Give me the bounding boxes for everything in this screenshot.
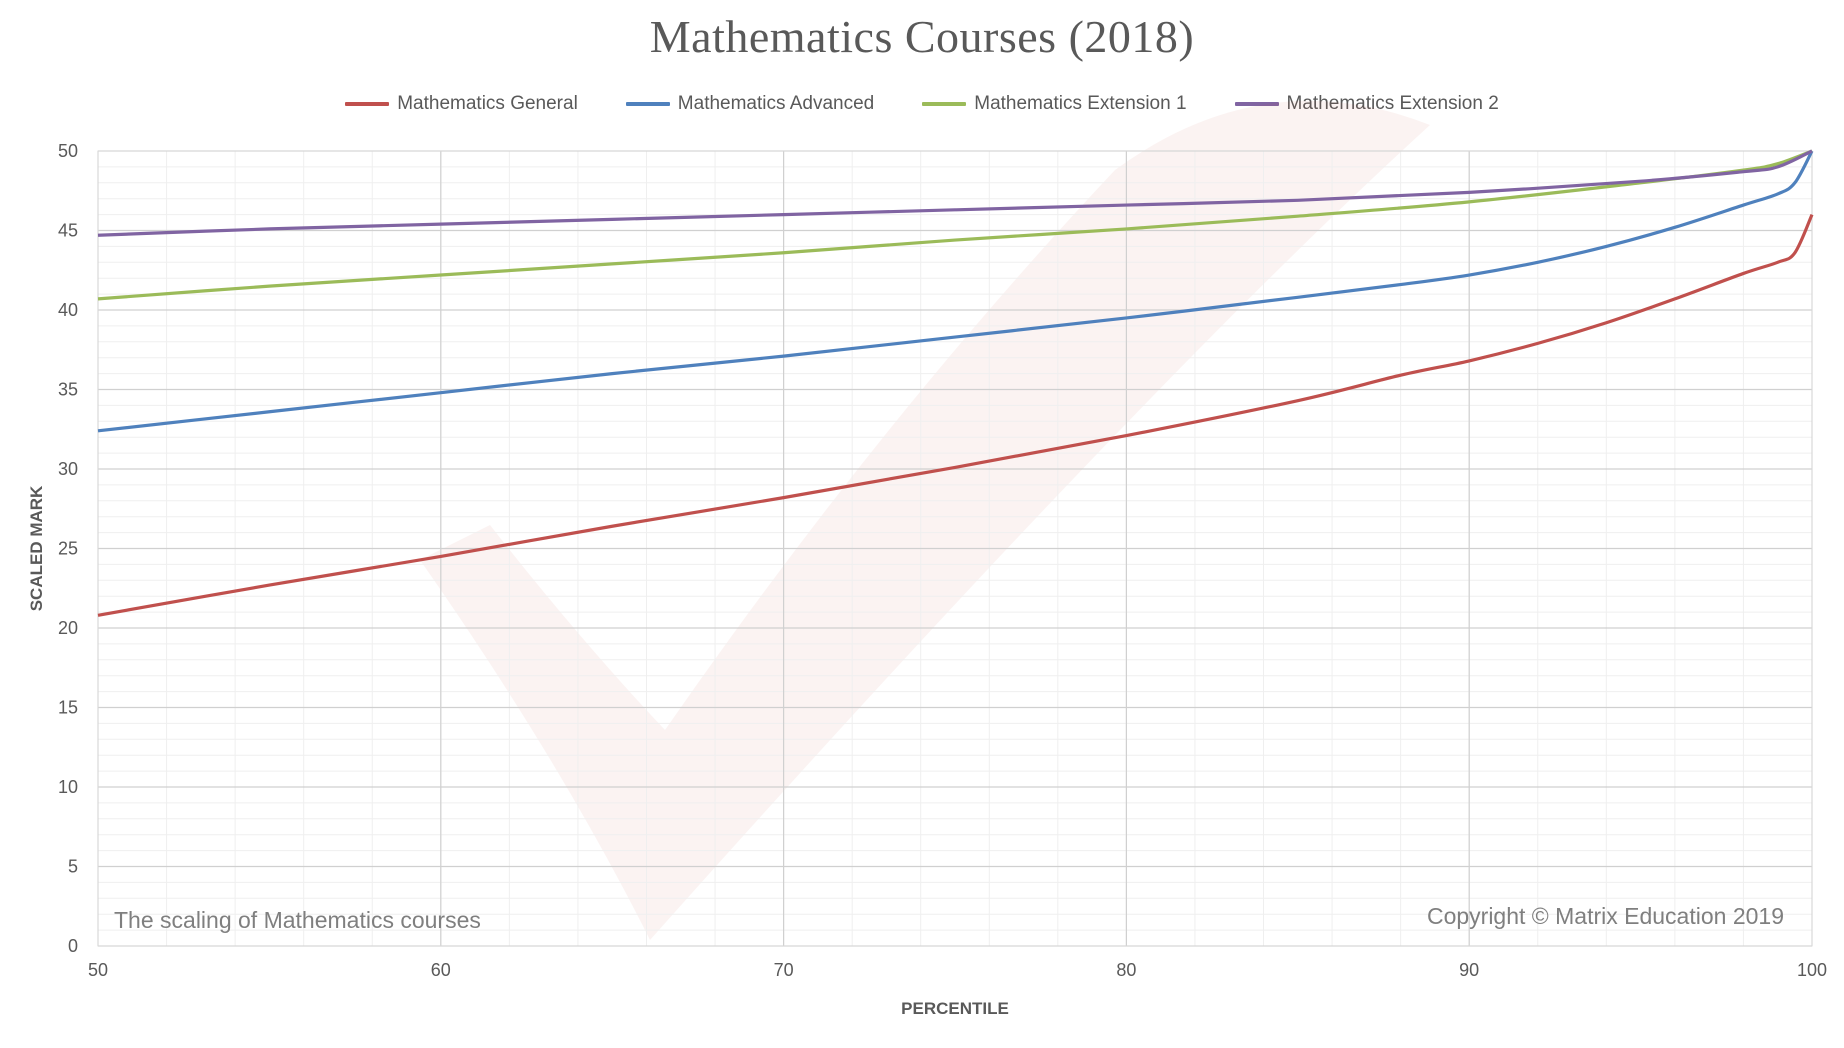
plot-border: [97, 150, 1813, 947]
x-tick-label: 100: [1797, 960, 1827, 980]
y-tick-label: 10: [58, 777, 78, 797]
legend-swatch: [1234, 102, 1279, 106]
y-tick-labels: 0 5 10 15 20 25 30 35 40 45 50: [58, 141, 78, 956]
legend-item-mathematics-advanced: Mathematics Advanced: [625, 90, 875, 118]
y-tick-label: 15: [58, 698, 78, 718]
legend-swatch: [922, 102, 967, 106]
chart-legend: Mathematics General Mathematics Advanced…: [0, 90, 1844, 118]
checkmark-watermark: [420, 100, 1430, 940]
chart-title: Mathematics Courses (2018): [649, 11, 1195, 62]
series-line-mathematics-advanced: [97, 150, 1814, 433]
copyright-note: Copyright © Matrix Education 2019: [1427, 903, 1784, 929]
y-tick-label: 45: [58, 221, 78, 241]
legend-item-mathematics-extension-1: Mathematics Extension 1: [922, 90, 1187, 118]
legend-label: Mathematics General: [397, 93, 578, 114]
legend-label: Mathematics Extension 2: [1286, 93, 1499, 114]
y-tick-label: 40: [58, 300, 78, 320]
legend-item-mathematics-general: Mathematics General: [345, 90, 578, 118]
x-tick-label: 60: [431, 960, 451, 980]
y-tick-label: 0: [68, 936, 78, 956]
major-gridlines: [97, 150, 1813, 947]
y-axis-title: SCALED MARK: [27, 485, 46, 611]
y-tick-label: 30: [58, 459, 78, 479]
x-tick-label: 80: [1116, 960, 1136, 980]
series-line-mathematics-extension-2: [97, 149, 1813, 237]
x-axis-title: PERCENTILE: [901, 999, 1009, 1018]
y-tick-label: 50: [58, 141, 78, 161]
y-tick-label: 20: [58, 618, 78, 638]
x-tick-label: 90: [1459, 960, 1479, 980]
legend-swatch: [625, 102, 670, 106]
y-tick-label: 5: [68, 857, 78, 877]
chart-note: The scaling of Mathematics courses: [114, 907, 481, 933]
legend-label: Mathematics Extension 1: [974, 93, 1187, 114]
y-tick-label: 35: [58, 380, 78, 400]
x-tick-label: 50: [88, 960, 108, 980]
series-lines: [97, 149, 1814, 617]
y-tick-label: 25: [58, 539, 78, 559]
x-tick-labels: 50 60 70 80 90 100: [88, 960, 1827, 980]
series-line-mathematics-general: [97, 213, 1814, 617]
legend-swatch: [345, 102, 390, 106]
legend-item-mathematics-extension-2: Mathematics Extension 2: [1234, 90, 1499, 118]
legend-label: Mathematics Advanced: [677, 93, 875, 114]
x-tick-label: 70: [774, 960, 794, 980]
